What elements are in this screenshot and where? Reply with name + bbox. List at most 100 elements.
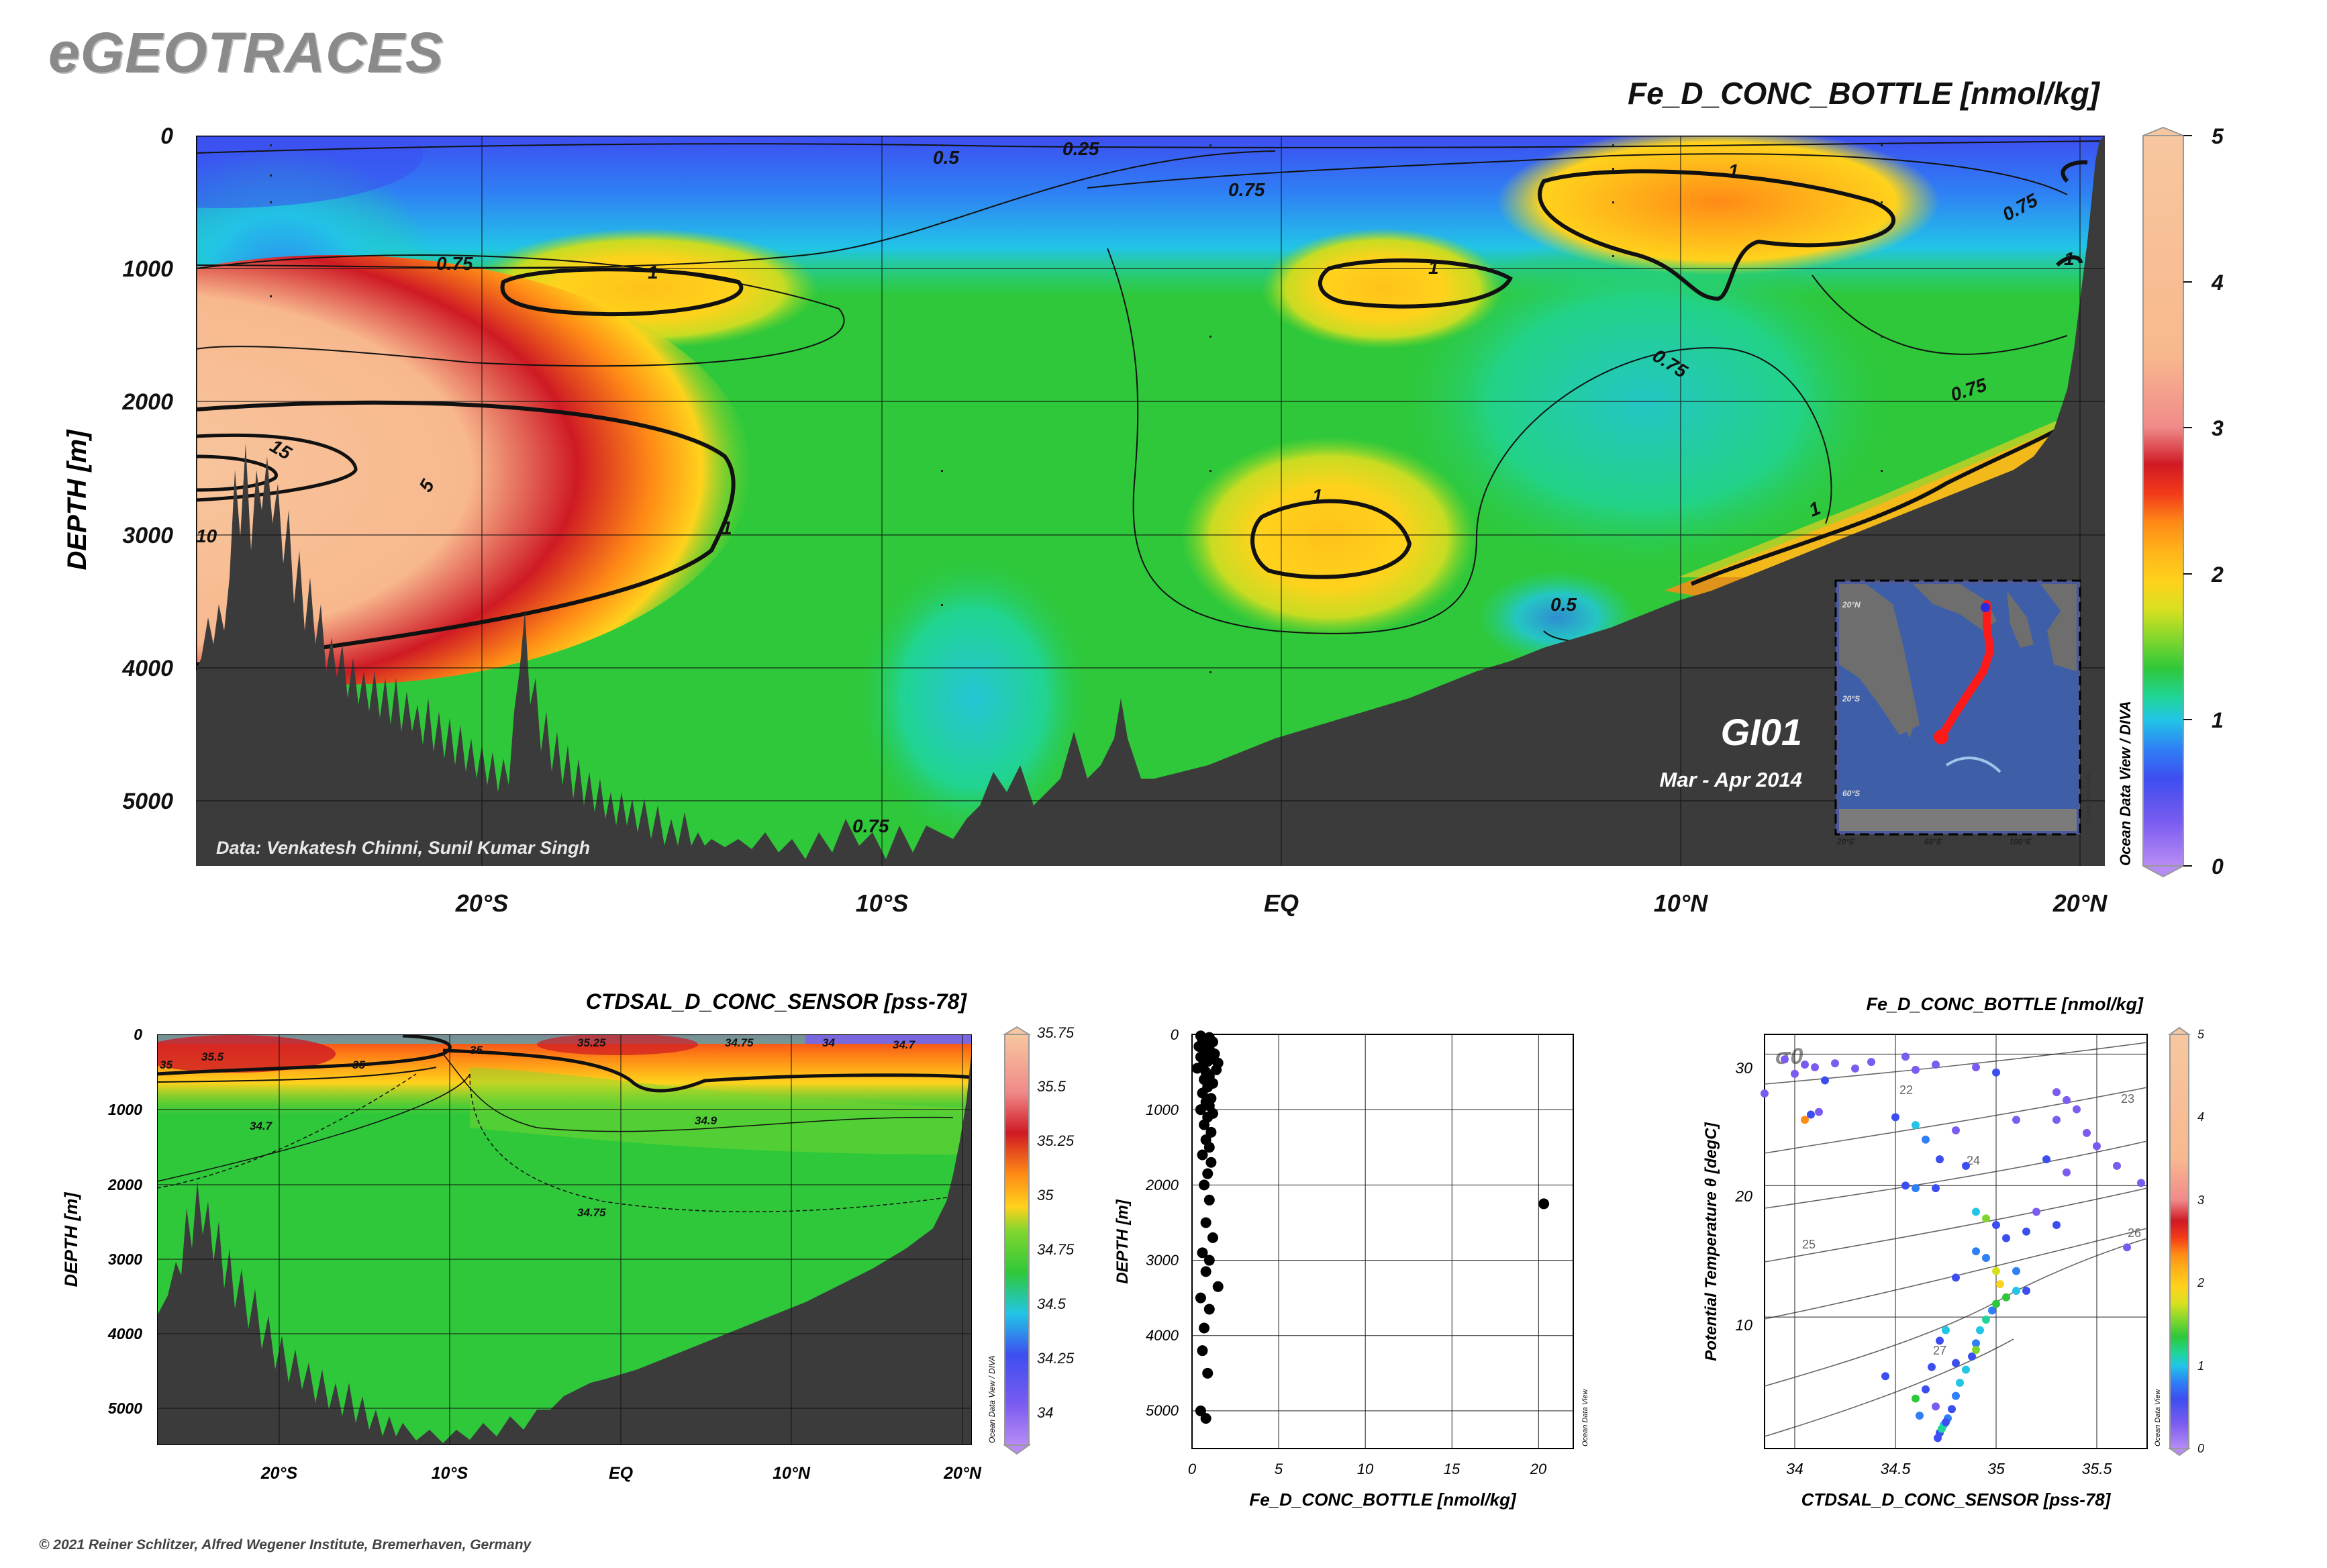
salinity-y-tick: 1000 bbox=[108, 1101, 142, 1118]
ts-point bbox=[1891, 1113, 1899, 1122]
ts-isopycnal-label: 26 bbox=[2128, 1226, 2141, 1240]
fe-y-tick: 5000 bbox=[122, 789, 173, 814]
fe-y-axis-label: DEPTH [m] bbox=[62, 429, 92, 571]
ts-point bbox=[1952, 1359, 1960, 1367]
ts-point bbox=[1982, 1214, 1990, 1223]
fe-contour-label: 1 bbox=[648, 262, 658, 283]
fe-contour-label: 1 bbox=[722, 518, 732, 538]
ts-x-tick: 34 bbox=[1786, 1460, 1803, 1477]
copyright-note: © 2021 Reiner Schlitzer, Alfred Wegener … bbox=[39, 1537, 532, 1553]
salinity-seafloor bbox=[157, 1047, 972, 1445]
fe-depth-point bbox=[1211, 1064, 1222, 1075]
salinity-contour-label: 35.5 bbox=[201, 1050, 224, 1063]
ts-y-tick: 10 bbox=[1735, 1316, 1752, 1334]
ts-point bbox=[2032, 1208, 2040, 1216]
ts-point bbox=[1962, 1161, 1970, 1170]
salinity-y-tick: 3000 bbox=[108, 1251, 142, 1268]
fe-depth-y-tick: 4000 bbox=[1146, 1327, 1179, 1344]
ts-point bbox=[2052, 1116, 2061, 1124]
inset-map: 20°N 20°S 60°S 20°E 60°E 100°E Ocean Dat… bbox=[1834, 579, 2093, 846]
fe-contour-label: 0.75 bbox=[436, 253, 473, 274]
ts-point bbox=[1912, 1184, 1920, 1193]
salinity-contour-label: 34.75 bbox=[725, 1036, 754, 1049]
ts-point bbox=[1992, 1221, 2000, 1230]
fe-y-ticks: 0 1000 2000 3000 4000 5000 bbox=[121, 124, 173, 814]
salinity-x-tick: 20°N bbox=[943, 1464, 982, 1483]
ts-point bbox=[2022, 1227, 2030, 1236]
fe-depth-point bbox=[1197, 1149, 1208, 1161]
salinity-contour-label: 35 bbox=[352, 1059, 365, 1071]
ts-point bbox=[1952, 1391, 1960, 1400]
fe-colorbar-tick: 3 bbox=[2212, 416, 2224, 440]
salinity-grid bbox=[157, 1034, 972, 1445]
salinity-colorbar-tick: 35.25 bbox=[1037, 1132, 1075, 1149]
salinity-y-ticks: 0 1000 2000 3000 4000 5000 bbox=[107, 1026, 142, 1417]
salinity-x-tick: 10°N bbox=[773, 1464, 811, 1483]
fe-x-ticks: 20°S 10°S EQ 10°N 20°N bbox=[455, 889, 2108, 917]
salinity-colorbar-tick: 34 bbox=[1037, 1404, 1053, 1421]
ts-point bbox=[2002, 1293, 2010, 1302]
ts-point bbox=[2002, 1234, 2010, 1242]
fe-colorbar-tick: 0 bbox=[2212, 854, 2224, 879]
ts-point bbox=[1972, 1339, 1980, 1348]
fe-contour-label: 1 bbox=[2064, 248, 2075, 269]
fe-depth-y-label: DEPTH [m] bbox=[1113, 1199, 1132, 1283]
ts-title: Fe_D_CONC_BOTTLE [nmol/kg] bbox=[1866, 994, 2144, 1014]
salinity-y-axis-label: DEPTH [m] bbox=[61, 1191, 81, 1287]
ts-point bbox=[1972, 1346, 1980, 1355]
ts-point bbox=[1761, 1089, 1769, 1098]
fe-depth-point bbox=[1195, 1104, 1206, 1116]
salinity-colorbar-tick: 34.5 bbox=[1037, 1295, 1067, 1312]
ts-point bbox=[1992, 1267, 2000, 1275]
fe-depth-point bbox=[1203, 1194, 1215, 1206]
fe-depth-point bbox=[1197, 1087, 1208, 1099]
fe-depth-point bbox=[1205, 1126, 1217, 1138]
fe-y-tick: 1000 bbox=[122, 256, 173, 282]
ts-point bbox=[2042, 1155, 2050, 1164]
salinity-colorbar-tick: 35 bbox=[1037, 1187, 1054, 1204]
ts-point bbox=[1901, 1052, 1910, 1061]
ts-point bbox=[2063, 1168, 2071, 1177]
fe-colorbar-tick: 2 bbox=[2211, 562, 2224, 587]
ts-x-label: CTDSAL_D_CONC_SENSOR [pss-78] bbox=[1801, 1489, 2112, 1510]
fe-contour-label: 0.75 bbox=[852, 816, 889, 836]
ts-colorbar-ticks: 0 1 2 3 4 5 bbox=[2197, 1028, 2205, 1455]
fe-colorbar-tick: 4 bbox=[2211, 271, 2224, 295]
ts-point bbox=[1962, 1365, 1970, 1374]
ts-colorbar-tick: 1 bbox=[2197, 1359, 2204, 1373]
fe-depth-point bbox=[1212, 1281, 1224, 1292]
fe-contour-label: 1 bbox=[1312, 485, 1323, 506]
ts-colorbar-credit: Ocean Data View bbox=[2154, 1389, 2162, 1447]
ts-point bbox=[2113, 1161, 2121, 1170]
fe-depth-x-label: Fe_D_CONC_BOTTLE [nmol/kg] bbox=[1249, 1489, 1517, 1510]
fe-depth-points bbox=[1191, 1030, 1550, 1424]
fe-depth-point bbox=[1203, 1142, 1215, 1153]
fe-depth-point bbox=[1199, 1179, 1210, 1191]
fe-x-tick: 20°S bbox=[455, 889, 508, 917]
fe-colorbar-credit: Ocean Data View / DIVA bbox=[2117, 701, 2134, 866]
salinity-colorbar-credit: Ocean Data View / DIVA bbox=[987, 1355, 997, 1443]
salinity-contour-label: 34 bbox=[822, 1036, 835, 1049]
ts-point bbox=[1912, 1121, 1920, 1130]
salinity-contour-label: 34.75 bbox=[577, 1206, 606, 1219]
ts-point bbox=[1976, 1326, 1984, 1334]
ts-point bbox=[1942, 1326, 1950, 1334]
fe-depth-x-ticks: 0 5 10 15 20 bbox=[1188, 1461, 1547, 1477]
ts-point bbox=[1952, 1126, 1960, 1134]
ts-isopycnal-label: 24 bbox=[1967, 1154, 1980, 1167]
ts-point bbox=[2063, 1095, 2071, 1104]
fe-contour-label: 1 bbox=[1728, 160, 1739, 181]
data-credit: Data: Venkatesh Chinni, Sunil Kumar Sing… bbox=[216, 838, 590, 858]
ts-point bbox=[1912, 1065, 1920, 1074]
ts-point bbox=[1922, 1385, 1930, 1393]
salinity-y-tick: 0 bbox=[134, 1026, 142, 1043]
ts-y-tick: 30 bbox=[1735, 1059, 1752, 1077]
ts-point bbox=[1912, 1394, 1920, 1403]
fe-depth-point bbox=[1203, 1255, 1215, 1266]
salinity-colorbar-tick: 35.75 bbox=[1037, 1024, 1075, 1041]
fe-contour-label: 0.75 bbox=[1228, 179, 1265, 200]
salinity-title: CTDSAL_D_CONC_SENSOR [pss-78] bbox=[586, 989, 968, 1014]
salinity-contours bbox=[157, 1034, 972, 1213]
fe-depth-point bbox=[1195, 1292, 1206, 1304]
